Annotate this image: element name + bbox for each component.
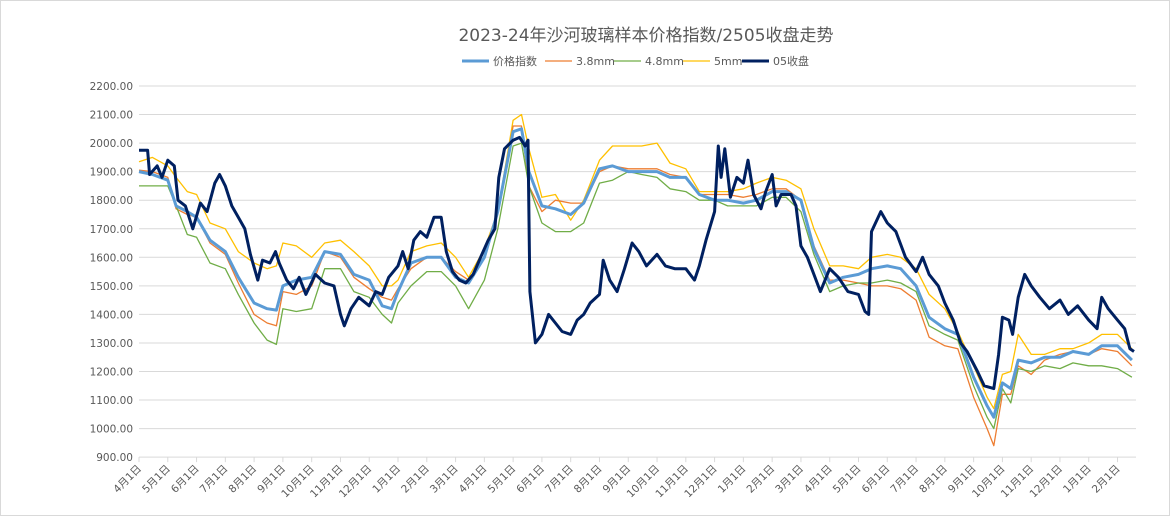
gridlines [139, 85, 1136, 458]
y-tick-label: 1000.00 [90, 424, 133, 436]
y-tick-label: 1500.00 [90, 281, 133, 293]
series-line-05-close [139, 135, 1135, 391]
y-tick-label: 2200.00 [90, 81, 133, 93]
y-tick-label: 1400.00 [90, 309, 133, 321]
y-axis: 2200.00 2100.00 2000.00 1900.00 1800.00 1700.… [90, 81, 133, 464]
series-line-4.8mm [139, 142, 1133, 430]
legend-label: 价格指数 [493, 54, 537, 68]
y-tick-label: 2000.00 [90, 138, 133, 150]
legend-label: 5mm [714, 55, 742, 68]
y-tick-label: 1300.00 [90, 338, 133, 350]
legend-item: 价格指数 [462, 54, 537, 68]
y-tick-label: 1800.00 [90, 195, 133, 207]
y-tick-label: 1600.00 [90, 252, 133, 264]
legend-label: 3.8mm [576, 55, 615, 68]
legend-label: 05收盘 [773, 54, 809, 68]
legend-label: 4.8mm [645, 55, 684, 68]
legend-item: 3.8mm [545, 55, 615, 68]
chart-title: 2023-24年沙河玻璃样本价格指数/2505收盘走势 [458, 26, 833, 46]
y-tick-label: 1100.00 [90, 395, 133, 407]
series-line-5mm [138, 113, 1133, 410]
legend-item: 05收盘 [742, 54, 809, 68]
y-tick-label: 1900.00 [90, 167, 133, 179]
legend-item: 4.8mm [614, 55, 684, 68]
y-tick-label: 1200.00 [90, 367, 133, 379]
series-group [138, 113, 1135, 447]
y-tick-label: 1700.00 [90, 224, 133, 236]
legend-item: 5mm [683, 55, 742, 68]
y-tick-label: 900.00 [96, 452, 133, 464]
legend: 价格指数 3.8mm 4.8mm 5mm 05收盘 [462, 54, 809, 68]
y-tick-label: 2100.00 [90, 110, 133, 122]
